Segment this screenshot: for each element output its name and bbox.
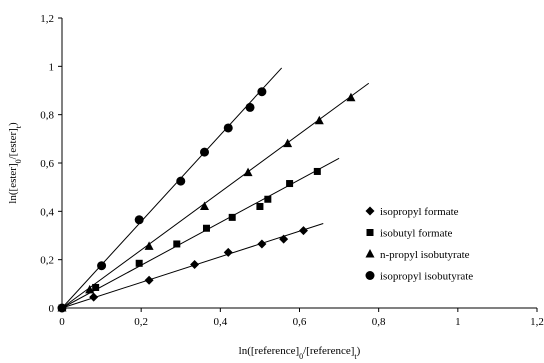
- legend-label: isopropyl isobutyrate: [380, 271, 473, 283]
- x-tick-label: 0: [59, 316, 65, 328]
- legend-marker: [365, 249, 375, 258]
- data-point: [57, 303, 67, 313]
- data-point: [257, 87, 267, 97]
- data-point: [256, 203, 264, 210]
- y-tick-label: 0,8: [40, 110, 54, 122]
- data-point: [92, 283, 100, 291]
- y-tick-label: 0,2: [40, 255, 54, 267]
- legend-marker: [365, 206, 375, 216]
- data-point: [144, 241, 154, 250]
- y-tick-label: 1,2: [40, 13, 54, 25]
- data-point: [243, 167, 253, 177]
- x-axis-label: ln([reference]0/[reference]t): [239, 345, 361, 361]
- data-point: [346, 92, 356, 102]
- data-point: [97, 261, 107, 271]
- data-point: [135, 259, 143, 267]
- x-tick-label: 0,2: [134, 316, 148, 328]
- data-point: [298, 226, 308, 236]
- y-tick-label: 0,6: [40, 158, 54, 170]
- x-tick-label: 1: [455, 316, 461, 328]
- data-point: [134, 215, 144, 225]
- x-tick-label: 0,8: [372, 316, 386, 328]
- x-tick-label: 1,2: [530, 316, 544, 328]
- y-tick-label: 0,4: [40, 206, 54, 218]
- data-points: [57, 87, 356, 313]
- data-point: [283, 138, 293, 148]
- data-point: [200, 201, 209, 210]
- legend-marker: [366, 229, 374, 236]
- legend-label: n-propyl isobutyrate: [380, 249, 470, 261]
- data-point: [314, 115, 324, 125]
- data-point: [313, 167, 321, 175]
- fit-lines: [61, 67, 370, 309]
- data-point: [286, 180, 294, 188]
- y-axis-label: ln([ester]0/[ester]t): [7, 122, 23, 204]
- data-point: [173, 240, 181, 248]
- data-point: [257, 239, 267, 249]
- data-point: [89, 292, 99, 302]
- data-point: [245, 102, 255, 112]
- data-point: [85, 284, 95, 294]
- data-point: [144, 275, 154, 285]
- x-tick-label: 0,4: [213, 316, 227, 328]
- fit-line: [61, 82, 370, 309]
- y-tick-label: 1: [49, 61, 55, 73]
- x-tick-label: 0,6: [293, 316, 307, 328]
- legend-marker: [365, 271, 375, 280]
- data-point: [264, 195, 272, 203]
- data-point: [223, 247, 233, 257]
- data-point: [190, 260, 200, 269]
- data-point: [202, 224, 210, 232]
- data-point: [223, 123, 233, 133]
- data-point: [279, 234, 289, 244]
- data-point: [200, 147, 209, 157]
- legend-label: isobutyl formate: [380, 228, 453, 240]
- axes: 0 0,2 0,4 0,6 0,8 1 1,2 0 0,2 0,4 0,6 0,8 1 1,2: [40, 13, 544, 328]
- y-tick-label: 0: [49, 303, 55, 315]
- fit-line: [61, 157, 340, 309]
- data-point: [228, 213, 236, 221]
- legend: isopropyl formate isobutyl formate n-propy…: [365, 206, 473, 283]
- data-point: [176, 176, 186, 186]
- legend-label: isopropyl formate: [380, 206, 459, 218]
